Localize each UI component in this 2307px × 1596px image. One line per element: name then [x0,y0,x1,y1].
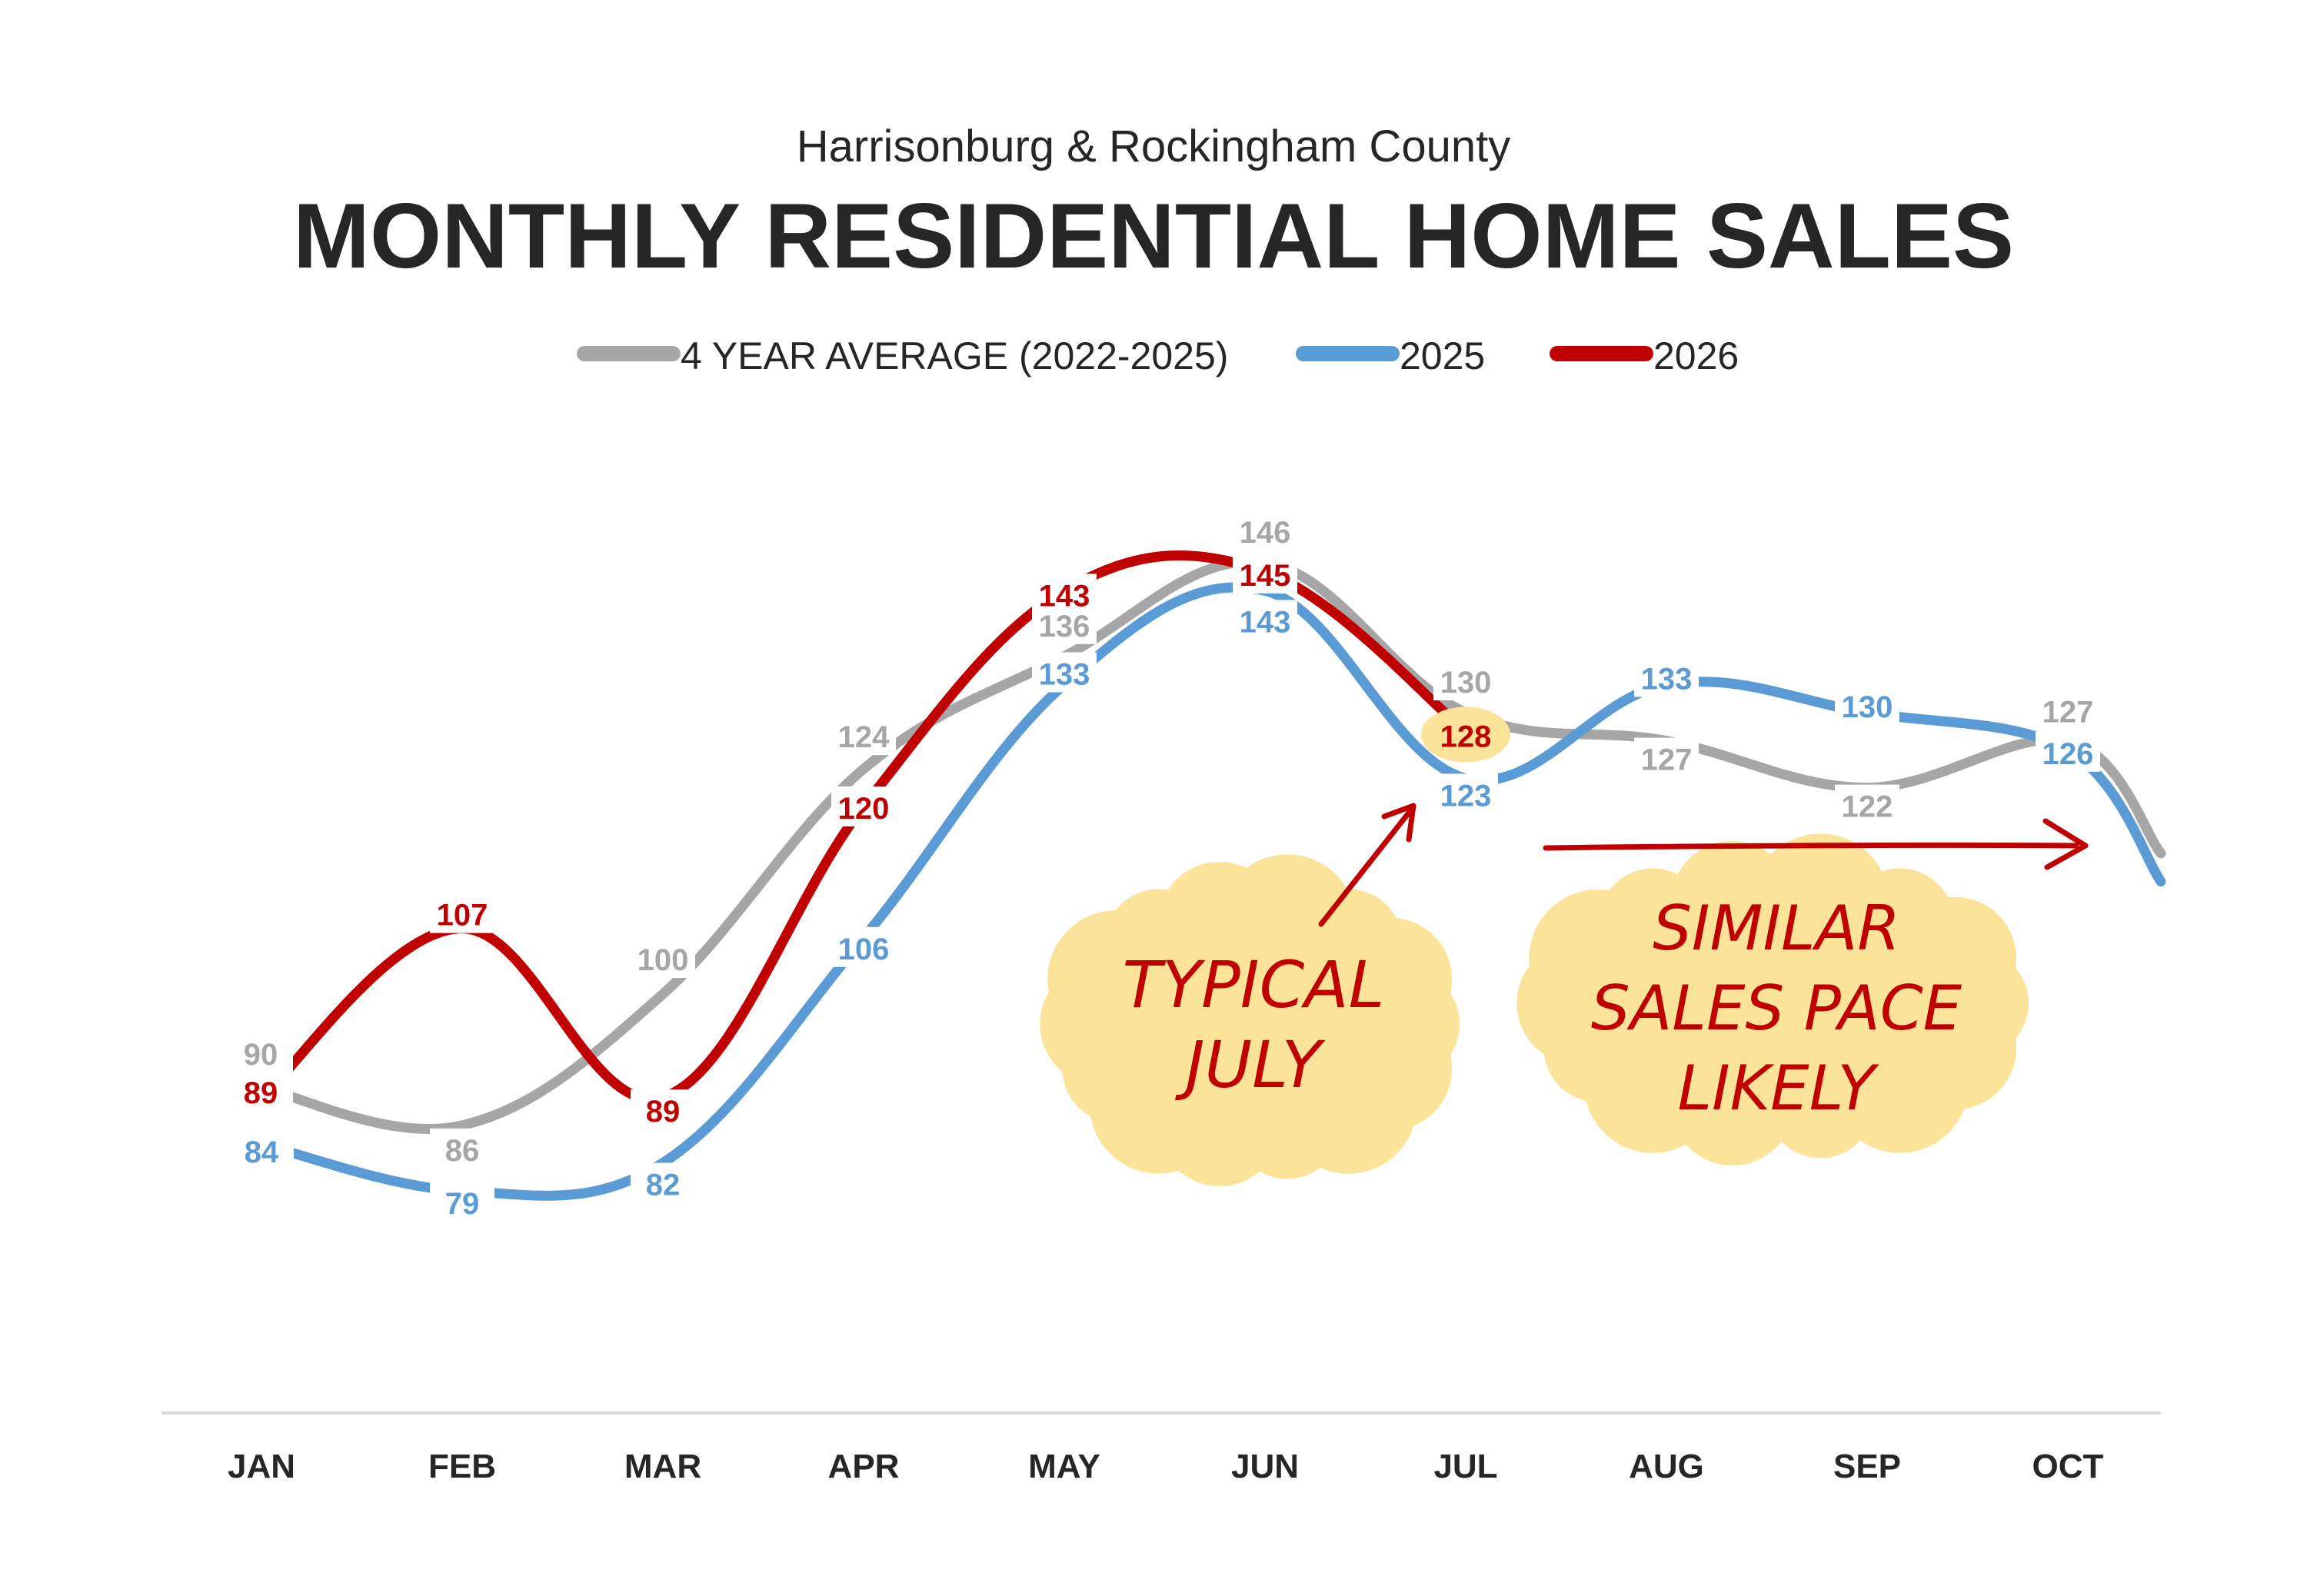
data-label: 123 [1440,779,1492,813]
data-label-bg [831,715,896,756]
data-label: 126 [2042,737,2094,771]
data-label-bg [430,893,494,933]
data-label: 90 [244,1038,278,1072]
data-label: 133 [1641,662,1693,696]
data-label-bg [228,1032,293,1072]
data-label-bg [631,1089,695,1130]
data-label: 127 [2042,696,2094,730]
data-label: 127 [1641,743,1693,777]
highlight-marker [1421,707,1510,763]
chart-title: MONTHLY RESIDENTIAL HOME SALES [293,185,2014,288]
annotation-cloud-typical-july [1040,854,1460,1187]
data-label: 136 [1039,610,1090,643]
data-label: 130 [1440,666,1492,700]
data-label-bg [1835,685,1899,725]
data-label-bg [1634,737,1699,778]
data-label-bg [1233,554,1297,594]
data-label-bg [831,926,896,967]
data-label-bg [1233,510,1297,550]
annotation-arrow-right [1543,842,2079,851]
annotation-text: SALES PACE [1591,973,1962,1044]
data-label: 143 [1039,579,1090,613]
x-tick-label: AUG [1629,1448,1704,1485]
data-label-bg [1433,773,1498,814]
annotation-cloud-similar-pace [1516,833,2029,1166]
annotation-arrowhead-right [2042,818,2089,870]
data-label: 120 [838,792,890,826]
legend-label-0: 4 YEAR AVERAGE (2022-2025) [681,334,1228,377]
x-tick-label: MAR [624,1448,701,1485]
annotation-text: LIKELY [1678,1052,1880,1124]
annotation-text: SIMILAR [1653,893,1900,964]
chart-subtitle: Harrisonburg & Rockingham County [797,121,1510,171]
x-tick-label: JUL [1433,1448,1497,1485]
data-label-bg [1835,784,1899,825]
data-label: 84 [245,1135,279,1169]
legend-label-2: 2026 [1653,334,1739,377]
data-label: 106 [838,933,890,966]
data-label: 133 [1039,657,1090,691]
data-label-bg [2036,690,2100,730]
x-tick-label: JUN [1231,1448,1299,1485]
data-label: 107 [437,899,488,933]
annotation-arrowhead-jul [1381,803,1416,843]
data-label-bg [229,1130,294,1171]
data-label-bg [1233,600,1297,640]
data-label: 82 [646,1169,681,1202]
data-label: 124 [838,720,890,754]
x-tick-label: MAY [1028,1448,1100,1485]
data-label-bg [631,938,695,978]
data-label: 86 [445,1134,480,1168]
x-tick-label: OCT [2032,1448,2104,1485]
data-label: 122 [1842,790,1893,824]
data-label-bg [430,1182,494,1222]
legend-label-1: 2025 [1400,334,1485,377]
data-label-bg [1032,652,1097,693]
data-label-bg [228,1071,293,1112]
annotation-text: TYPICAL [1123,947,1385,1022]
data-label-bg [1634,657,1699,697]
x-axis-ticks: JAN FEB MAR APR MAY JUN JUL AUG SEP OCT [228,1448,2104,1485]
annotation-arrow-jul [1318,806,1415,927]
data-label: 128 [1440,720,1492,753]
data-label-bg [631,1162,695,1203]
data-label: 130 [1842,690,1893,724]
x-tick-label: FEB [428,1448,496,1485]
data-label: 89 [646,1095,681,1129]
data-label-layer: 90 86 100 124 136 146 130 127 122 127 84 79 82 106 133… [228,510,2100,1222]
data-label: 143 [1240,605,1291,639]
data-label: 89 [244,1076,278,1110]
data-label-bg [430,1128,494,1169]
annotation-text: JULY [1175,1027,1326,1102]
data-label-bg [1433,660,1498,700]
data-label: 145 [1240,559,1291,593]
x-tick-label: JAN [228,1448,295,1485]
data-label-bg [1032,574,1097,614]
x-tick-label: SEP [1833,1448,1901,1485]
data-label-bg [2036,731,2100,772]
data-label-bg [831,786,896,826]
x-tick-label: APR [828,1448,900,1485]
data-label: 79 [445,1187,480,1221]
legend: 4 YEAR AVERAGE (2022-2025) 2025 2026 [577,334,1739,377]
data-label: 100 [638,943,689,977]
data-label: 146 [1240,516,1291,550]
